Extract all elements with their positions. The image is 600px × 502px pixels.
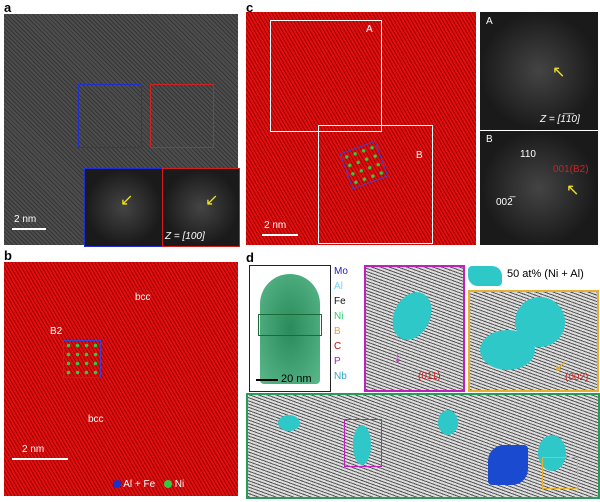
ni-dot-icon [163, 480, 172, 489]
precipitate [438, 410, 458, 435]
element-p: P [334, 356, 341, 367]
scale-bar [12, 228, 46, 230]
spot-001-b2-label: 001(B2) [553, 164, 589, 175]
legend-al-fe: Al + Fe [123, 479, 156, 490]
spot-002-label: 002̅ [496, 197, 513, 208]
orange-zoom-panel: ↙ (002) [468, 290, 599, 392]
fft-inset-blue [84, 168, 163, 247]
b2-lattice-box [63, 340, 101, 378]
arrow-icon: ↖ [552, 64, 566, 81]
element-fe: Fe [334, 296, 346, 307]
panel-b-label: b [4, 248, 12, 263]
arrow-icon: ↖ [566, 182, 580, 199]
arrow-icon: ↓ [394, 349, 402, 366]
magenta-zoom-panel: ↓ (011) [364, 265, 465, 392]
atom-legend: Al + Fe Ni [113, 479, 184, 490]
panel-a-image [4, 14, 238, 245]
element-mo: Mo [334, 266, 348, 277]
bcc-label: bcc [135, 292, 151, 303]
isosurface-swatch [468, 266, 502, 286]
isosurface-legend: 50 at% (Ni + Al) [507, 268, 584, 280]
region-b-label: B [416, 150, 423, 161]
slice-box [258, 314, 322, 336]
scale-label: 2 nm [264, 220, 287, 231]
element-legend: Mo Al Fe Ni B C P Nb [334, 264, 348, 384]
panel-c-label: c [246, 0, 254, 15]
precipitate [353, 425, 371, 465]
fft-inset-red [162, 168, 240, 247]
element-b: B [334, 326, 341, 337]
direction-label: (011) [418, 371, 441, 382]
panel-c-image [246, 12, 476, 245]
zone-axis-label: Z = [1̅1̅0] [540, 114, 580, 125]
precipitate [278, 415, 300, 431]
magenta-box [344, 419, 382, 467]
slice-panel [246, 393, 600, 499]
scale-bar [256, 379, 278, 381]
element-nb: Nb [334, 371, 347, 382]
panel-b-image [4, 262, 238, 496]
fft-a [480, 12, 598, 130]
red-region-box [150, 84, 214, 148]
region-a-label: A [366, 24, 373, 35]
tip-volume [260, 274, 320, 384]
precipitate [385, 285, 439, 347]
scale-bar [262, 234, 298, 236]
element-al: Al [334, 281, 343, 292]
apt-reconstruction: 20 nm [249, 265, 331, 392]
scale-bar [12, 458, 68, 460]
spot-110-label: 110 [520, 149, 536, 160]
arrow-icon: ↙ [554, 358, 568, 375]
region-a-box [270, 20, 382, 132]
arrow-icon: ↙ [205, 192, 219, 209]
legend-ni: Ni [174, 479, 185, 490]
scale-label: 2 nm [22, 444, 45, 455]
b2-label: B2 [50, 326, 63, 337]
precipitate [480, 330, 535, 370]
fft-b-label: B [486, 134, 493, 145]
element-c: C [334, 341, 342, 352]
region-b-box [318, 125, 433, 244]
blue-region [488, 445, 528, 485]
direction-label: (002) [565, 372, 589, 383]
panel-a-label: a [4, 0, 12, 15]
panel-d-label: d [246, 250, 254, 265]
fft-a-label: A [486, 16, 493, 27]
fft-b [480, 131, 598, 245]
arrow-icon: ↙ [120, 192, 134, 209]
al-fe-dot-icon [113, 480, 121, 489]
element-ni: Ni [334, 311, 344, 322]
scale-label: 20 nm [281, 373, 312, 385]
blue-region-box [78, 84, 142, 148]
scale-label: 2 nm [14, 214, 37, 225]
bcc-label: bcc [88, 414, 104, 425]
orange-box [542, 457, 578, 489]
zone-axis-label: Z = [100] [165, 231, 205, 242]
